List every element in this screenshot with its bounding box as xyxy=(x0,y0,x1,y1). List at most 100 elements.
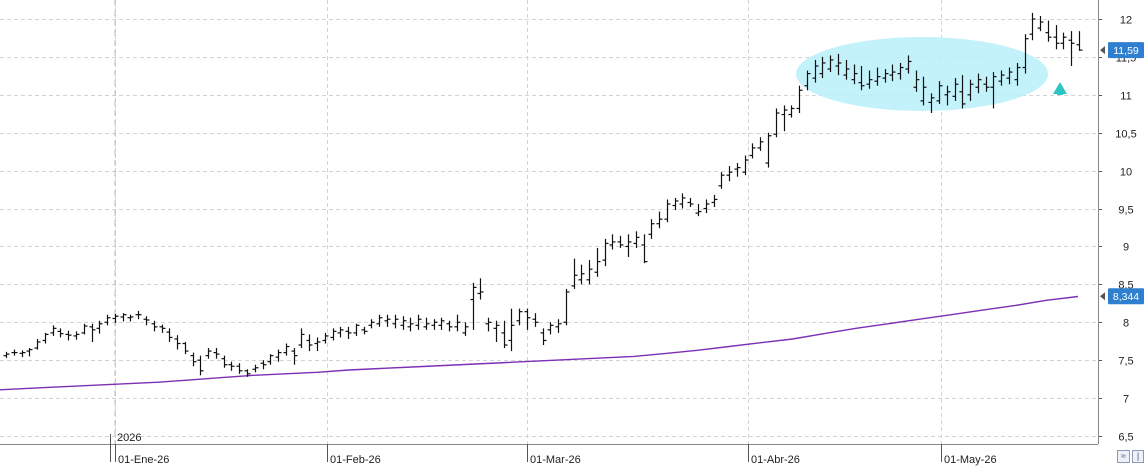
ohlc-bar xyxy=(112,313,119,324)
ohlc-bar xyxy=(228,361,235,371)
ohlc-bar xyxy=(609,234,616,250)
ohlc-bar xyxy=(1022,34,1029,74)
ohlc-bar xyxy=(936,81,943,104)
ohlc-bar xyxy=(1037,15,1044,32)
last-price-badge: 11,59 xyxy=(1100,42,1144,59)
last-price-badge-pointer xyxy=(1100,46,1105,55)
ohlc-bar xyxy=(477,278,484,300)
ohlc-bar xyxy=(368,319,375,329)
ohlc-bar xyxy=(384,314,391,327)
ohlc-bar xyxy=(34,338,41,350)
ohlc-bar xyxy=(524,308,531,330)
ohlc-bar xyxy=(423,317,430,330)
ohlc-bar xyxy=(236,363,243,374)
price-badges: 11,59 8,344 xyxy=(1100,42,1144,305)
ohlc-bar xyxy=(143,316,150,326)
ohlc-bar xyxy=(353,323,360,336)
ohlc-bar xyxy=(120,313,127,322)
ohlc-bar xyxy=(298,328,305,349)
chart-type-toggle-icon[interactable]: ≈ xyxy=(1117,450,1130,463)
ohlc-bar xyxy=(983,76,990,92)
ohlc-bar xyxy=(718,172,725,189)
ohlc-bar xyxy=(835,53,842,76)
ohlc-bar xyxy=(679,193,686,209)
ohlc-bar xyxy=(508,308,515,352)
ohlc-bar xyxy=(26,348,33,357)
moving-average-badge-box xyxy=(1108,288,1144,305)
ohlc-bar xyxy=(711,194,718,208)
ohlc-bar xyxy=(291,348,298,365)
ohlc-bar xyxy=(882,69,889,83)
ohlc-bar xyxy=(757,137,764,151)
ohlc-bar xyxy=(57,328,64,338)
ohlc-bar xyxy=(1006,67,1013,85)
ohlc-bar xyxy=(594,247,601,277)
ohlc-bars-layer xyxy=(3,12,1083,377)
ohlc-bar xyxy=(73,331,80,340)
y-tick-label: 9 xyxy=(1123,242,1129,254)
ohlc-bar xyxy=(920,76,927,106)
y-tick-label: 9,5 xyxy=(1118,205,1133,217)
ohlc-bar xyxy=(998,70,1005,86)
ohlc-bar xyxy=(306,334,313,352)
ohlc-bar xyxy=(361,326,368,335)
ohlc-bar xyxy=(337,326,344,338)
ohlc-bar xyxy=(944,85,951,106)
ohlc-bar xyxy=(42,332,49,344)
ohlc-bar xyxy=(454,314,461,332)
y-tick-label: 7 xyxy=(1123,394,1129,406)
ohlc-bar xyxy=(928,93,935,114)
ohlc-bar xyxy=(493,320,500,342)
ohlc-bar xyxy=(547,322,554,335)
moving-average-badge-pointer xyxy=(1100,292,1105,301)
ohlc-bar xyxy=(485,317,492,332)
ohlc-bar xyxy=(913,70,920,92)
ohlc-bar xyxy=(952,78,959,101)
ohlc-bar xyxy=(260,360,267,370)
ohlc-bar xyxy=(858,66,865,91)
panel-toggle-icon[interactable]: | xyxy=(1132,450,1144,463)
ohlc-bar xyxy=(1060,32,1067,50)
ohlc-bar xyxy=(1029,12,1036,41)
ohlc-bar xyxy=(244,369,251,377)
ohlc-bar xyxy=(159,324,166,333)
ohlc-bar xyxy=(726,166,733,182)
ohlc-bar xyxy=(703,199,710,214)
ohlc-bar xyxy=(571,258,578,289)
ohlc-bar xyxy=(81,323,88,335)
ohlc-bar xyxy=(213,348,220,359)
ohlc-bar xyxy=(96,320,103,334)
ohlc-bar xyxy=(516,308,523,326)
ohlc-bar xyxy=(400,316,407,330)
y-tick-label: 11 xyxy=(1120,91,1131,103)
ohlc-bar xyxy=(625,234,632,258)
ohlc-bar xyxy=(804,70,811,91)
moving-average-badge-label: 8,344 xyxy=(1113,291,1139,303)
ohlc-bar xyxy=(617,235,624,248)
ohlc-bar xyxy=(182,341,189,355)
ohlc-bar xyxy=(1076,31,1083,51)
x-tick-label: 01-Ene-26 xyxy=(118,454,169,466)
last-price-badge-label: 11,59 xyxy=(1113,45,1139,57)
ohlc-bar xyxy=(851,64,858,85)
ohlc-bar xyxy=(330,328,337,341)
ohlc-bar xyxy=(781,105,788,132)
ohlc-bar xyxy=(462,322,469,336)
y-tick-label: 6,5 xyxy=(1118,432,1133,444)
ohlc-bar xyxy=(742,155,749,176)
ohlc-bar xyxy=(975,73,982,94)
ohlc-bar xyxy=(11,349,18,356)
ohlc-bar xyxy=(788,105,795,118)
ohlc-bar xyxy=(889,64,896,82)
ohlc-bar xyxy=(392,314,399,329)
ohlc-bar xyxy=(438,317,445,330)
ohlc-bar xyxy=(532,313,539,327)
ohlc-bar xyxy=(819,56,826,79)
ohlc-bar xyxy=(376,314,383,327)
ohlc-bar xyxy=(672,197,679,211)
ohlc-bar xyxy=(897,62,904,80)
ohlc-bar xyxy=(65,330,72,341)
ohlc-bar xyxy=(656,211,663,229)
ohlc-bar xyxy=(407,317,414,332)
